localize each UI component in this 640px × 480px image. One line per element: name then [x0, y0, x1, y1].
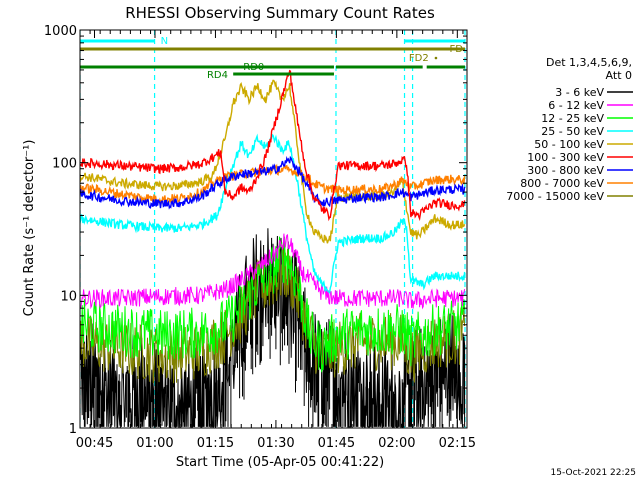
flag-label: FD — [450, 44, 464, 55]
series-layer — [80, 69, 466, 428]
legend-header-line-2: Att 0 — [606, 69, 632, 82]
legend-label: 50 - 100 keV — [534, 138, 604, 151]
plot-frame — [79, 29, 468, 429]
y-tick-label: 1000 — [44, 24, 77, 39]
series-line-5 — [80, 69, 466, 222]
x-tick-label: 01:00 — [136, 436, 173, 451]
y-axis: 1 10 100 1000 — [44, 24, 467, 437]
x-axis: 00:45 01:00 01:15 01:30 01:45 02:00 02:15 — [76, 30, 476, 451]
chart-title: RHESSI Observing Summary Count Rates — [125, 4, 435, 22]
flag-layer: N FD FD2 RD0 RD4 — [80, 36, 465, 81]
x-tick-label: 00:45 — [76, 436, 113, 451]
y-axis-label: Count Rate (s⁻¹ detector⁻¹) — [22, 140, 37, 317]
flag-fd2-dot — [434, 56, 438, 60]
series-line-1 — [80, 233, 466, 310]
legend-label: 12 - 25 keV — [541, 112, 604, 125]
series-line-2 — [80, 236, 466, 373]
legend-label: 300 - 800 keV — [527, 164, 604, 177]
flag-label: RD0 — [243, 62, 264, 73]
legend-label: 25 - 50 keV — [541, 125, 604, 138]
y-tick-label: 100 — [52, 157, 77, 172]
legend-label: 3 - 6 keV — [555, 86, 604, 99]
flag-label: N — [161, 36, 168, 47]
series-line-4 — [80, 79, 466, 244]
footer-date: 15-Oct-2021 22:25 — [551, 468, 636, 478]
x-tick-label: 01:45 — [318, 436, 355, 451]
x-tick-label: 01:30 — [257, 436, 294, 451]
y-tick-label: 10 — [60, 289, 77, 304]
flag-label: FD2 — [409, 53, 429, 64]
series-line-6 — [80, 155, 466, 210]
legend-header-line-1: Det 1,3,4,5,6,9, — [546, 56, 632, 69]
flag-label: RD4 — [207, 70, 228, 81]
legend-label: 7000 - 15000 keV — [506, 190, 604, 203]
dashed-time-markers — [80, 30, 466, 428]
x-tick-label: 02:15 — [439, 436, 476, 451]
x-tick-label: 01:15 — [197, 436, 234, 451]
y-tick-label: 1 — [69, 422, 77, 437]
legend-label: 100 - 300 keV — [527, 151, 604, 164]
series-line-3 — [80, 133, 466, 295]
legend-label: 800 - 7000 keV — [520, 177, 604, 190]
x-axis-label: Start Time (05-Apr-05 00:41:22) — [176, 455, 384, 470]
x-tick-label: 02:00 — [378, 436, 415, 451]
legend-label: 6 - 12 keV — [548, 99, 604, 112]
